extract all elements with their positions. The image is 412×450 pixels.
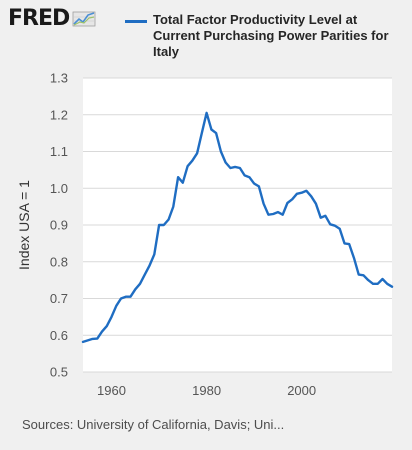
fred-logo-text: FRED bbox=[8, 6, 70, 31]
y-tick-label: 1.2 bbox=[50, 107, 68, 122]
legend-swatch bbox=[125, 20, 147, 23]
y-axis-label: Index USA = 1 bbox=[16, 180, 32, 270]
series-line bbox=[81, 111, 394, 344]
trend-graph-icon bbox=[72, 11, 96, 27]
y-tick-label: 1.1 bbox=[50, 144, 68, 159]
y-tick-label: 1.0 bbox=[50, 181, 68, 196]
y-tick-label: 0.5 bbox=[50, 365, 68, 380]
y-tick-label: 0.9 bbox=[50, 218, 68, 233]
x-tick-label: 1960 bbox=[97, 383, 126, 398]
legend-series-label: Total Factor Productivity Level at Curre… bbox=[153, 12, 389, 59]
y-tick-label: 0.6 bbox=[50, 328, 68, 343]
y-tick-label: 0.8 bbox=[50, 254, 68, 269]
chart-legend: Total Factor Productivity Level at Curre… bbox=[125, 12, 395, 60]
fred-logo[interactable]: FRED bbox=[8, 8, 96, 30]
sources-note: Sources: University of California, Davis… bbox=[22, 417, 285, 432]
y-tick-label: 1.3 bbox=[50, 71, 68, 86]
x-tick-label: 1980 bbox=[192, 383, 221, 398]
y-tick-label: 0.7 bbox=[50, 291, 68, 306]
x-tick-label: 2000 bbox=[287, 383, 316, 398]
